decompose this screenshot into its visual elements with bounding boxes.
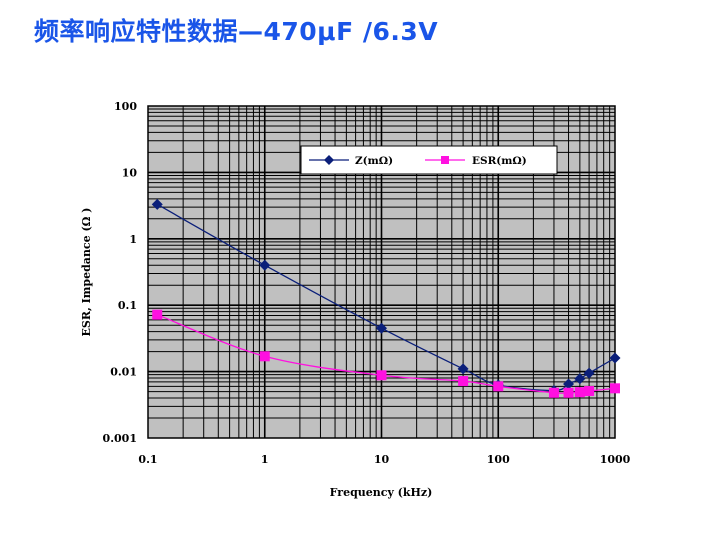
esr-data-point bbox=[259, 351, 270, 362]
z-data-point bbox=[583, 367, 595, 379]
y-tick-label: 10 bbox=[122, 166, 138, 179]
z-data-point bbox=[563, 378, 575, 390]
y-tick-label: 0.1 bbox=[118, 299, 137, 312]
esr-data-point bbox=[574, 387, 585, 398]
x-tick-label: 1 bbox=[261, 453, 269, 466]
plot-border bbox=[147, 105, 616, 439]
y-tick-label: 0.01 bbox=[110, 366, 137, 379]
legend: Z(mΩ) ESR(mΩ) bbox=[300, 145, 558, 175]
esr-data-point bbox=[493, 381, 504, 392]
esr-data-point bbox=[610, 383, 620, 394]
y-axis-title: ESR, Impedance (Ω ) bbox=[80, 208, 93, 337]
series-lines bbox=[151, 198, 621, 398]
z-data-point bbox=[151, 198, 163, 210]
z-data-point bbox=[609, 352, 621, 364]
legend-z-marker bbox=[324, 155, 334, 165]
z-data-point bbox=[457, 363, 469, 375]
esr-data-point bbox=[563, 387, 574, 398]
esr-data-point bbox=[584, 386, 595, 397]
x-tick-label: 0.1 bbox=[138, 453, 157, 466]
y-tick-label: 1 bbox=[129, 233, 137, 246]
esr-data-point bbox=[376, 370, 387, 381]
z-data-point bbox=[574, 373, 586, 385]
z-data-point bbox=[376, 322, 387, 334]
legend-esr-marker bbox=[441, 156, 449, 164]
y-tick-label: 0.001 bbox=[103, 432, 137, 445]
esr-data-point bbox=[458, 376, 469, 387]
grid-lines bbox=[148, 106, 615, 438]
legend-z-label: Z(mΩ) bbox=[355, 155, 393, 167]
x-tick-label: 10 bbox=[374, 453, 390, 466]
y-tick-label: 100 bbox=[114, 100, 137, 113]
esr-data-point bbox=[152, 309, 163, 320]
legend-esr-label: ESR(mΩ) bbox=[472, 155, 527, 167]
esr-data-point bbox=[548, 387, 559, 398]
x-axis-title: Frequency (kHz) bbox=[330, 486, 433, 499]
page-title: 频率响应特性数据—470μF /6.3V bbox=[34, 17, 439, 46]
x-tick-label: 1000 bbox=[600, 453, 631, 466]
z-data-point bbox=[259, 259, 271, 271]
tick-labels: 0.1 1 10 100 1000 100 10 1 0.1 0.01 0.001 bbox=[103, 100, 631, 466]
x-tick-label: 100 bbox=[487, 453, 510, 466]
